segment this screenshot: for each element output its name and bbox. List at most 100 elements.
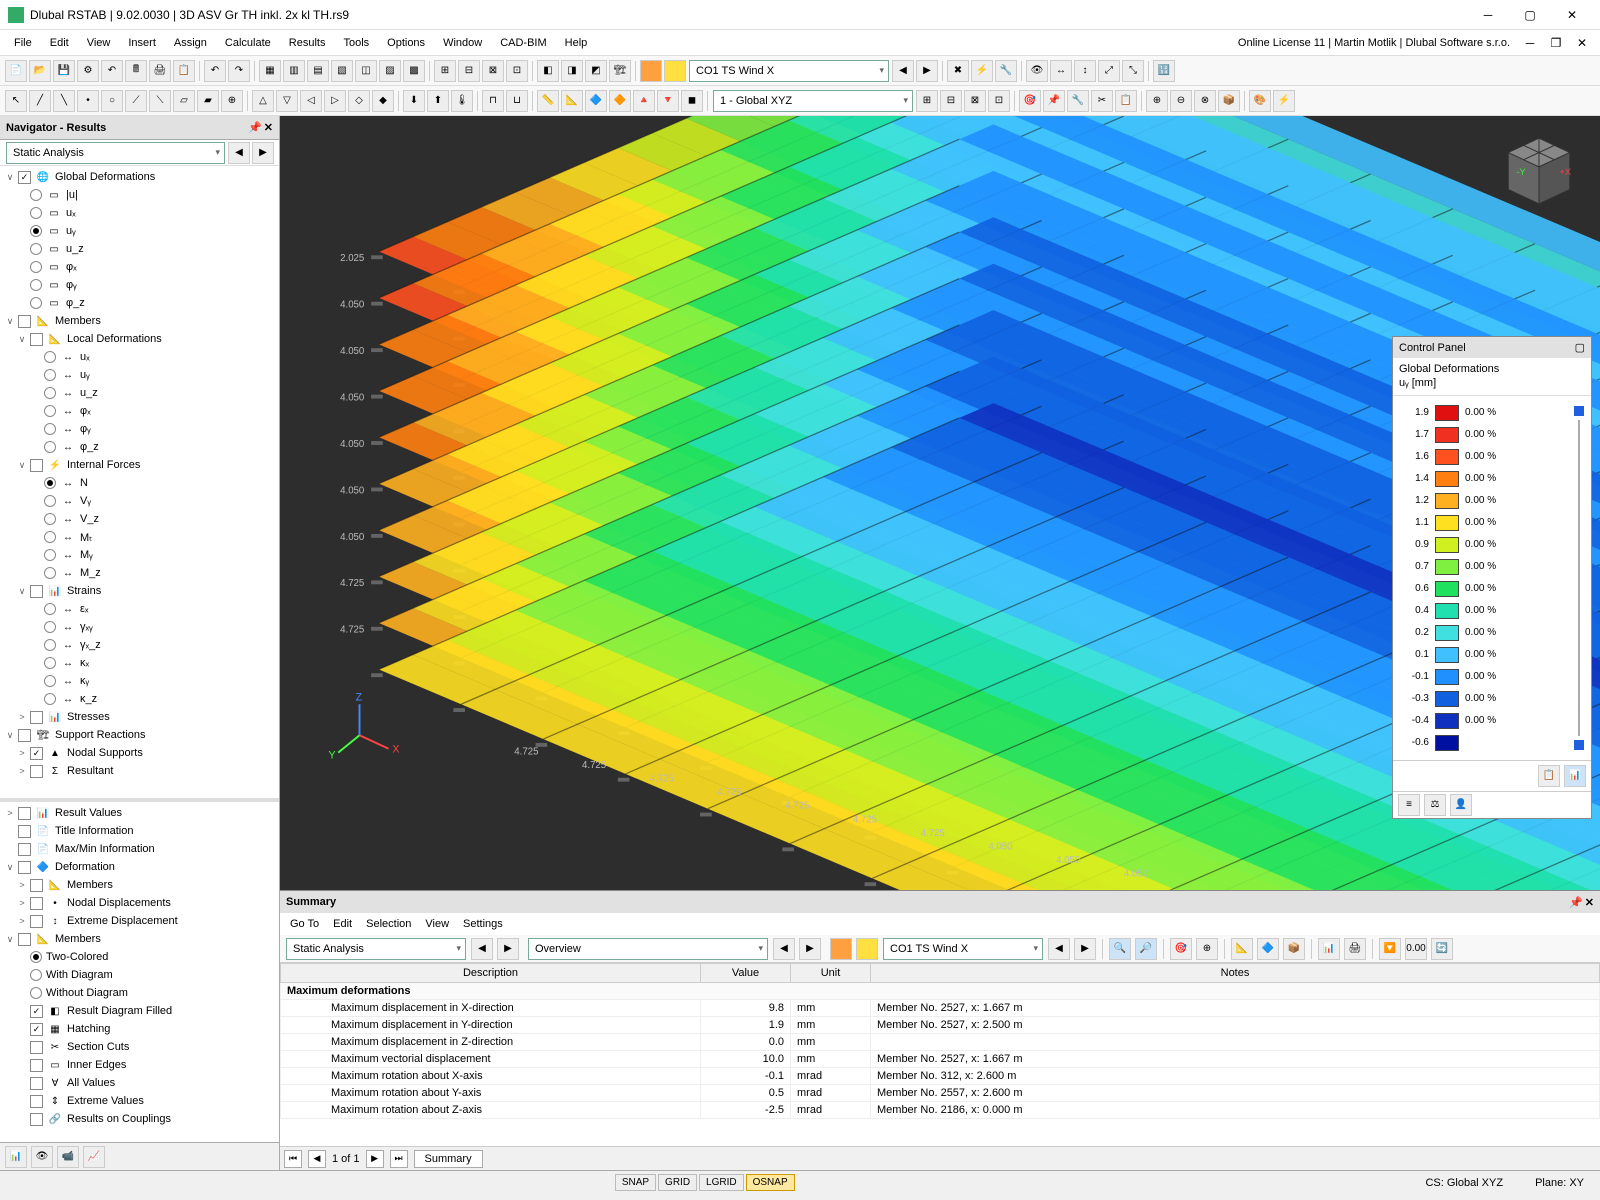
sum-t4-icon[interactable]: ⊕ xyxy=(1196,938,1218,960)
g2-icon[interactable]: ⊔ xyxy=(506,90,528,112)
sum-next2-icon[interactable]: ▶ xyxy=(799,938,821,960)
slider-top-handle[interactable] xyxy=(1574,406,1584,416)
e3-icon[interactable]: ◁ xyxy=(300,90,322,112)
view2-icon[interactable]: ▥ xyxy=(283,60,305,82)
action1-icon[interactable]: ✖ xyxy=(947,60,969,82)
tree-item[interactable]: >📐Members xyxy=(0,876,279,894)
new-icon[interactable]: 📄 xyxy=(5,60,27,82)
cp-btn2-icon[interactable]: 📊 xyxy=(1564,765,1586,787)
open-icon[interactable]: 📂 xyxy=(29,60,51,82)
sum-t8-icon[interactable]: 📊 xyxy=(1318,938,1340,960)
sum-t12-icon[interactable]: 🔄 xyxy=(1431,938,1453,960)
tree-item[interactable]: Two-Colored xyxy=(0,948,279,966)
tree-item[interactable]: ▭φₓ xyxy=(0,258,279,276)
sum-menu-edit[interactable]: Edit xyxy=(327,916,358,932)
menu-assign[interactable]: Assign xyxy=(166,34,215,52)
tree-item[interactable]: ∨🔷Deformation xyxy=(0,858,279,876)
cp-btn1-icon[interactable]: 📋 xyxy=(1538,765,1560,787)
cp-tab2-icon[interactable]: ⚖ xyxy=(1424,794,1446,816)
line2-icon[interactable]: ╲ xyxy=(53,90,75,112)
mode1-icon[interactable]: ◧ xyxy=(537,60,559,82)
tree-item[interactable]: ∨📐Local Deformations xyxy=(0,330,279,348)
menu-cad-bim[interactable]: CAD-BIM xyxy=(492,34,554,52)
view7-icon[interactable]: ▩ xyxy=(403,60,425,82)
summary-close-icon[interactable]: ✕ xyxy=(1585,896,1594,909)
line1-icon[interactable]: ╱ xyxy=(29,90,51,112)
pager-next-icon[interactable]: ▶ xyxy=(366,1150,384,1168)
view1-icon[interactable]: ▦ xyxy=(259,60,281,82)
view4-icon[interactable]: ▧ xyxy=(331,60,353,82)
node1-icon[interactable]: • xyxy=(77,90,99,112)
nav-tab3-icon[interactable]: 📹 xyxy=(57,1146,79,1168)
view6-icon[interactable]: ▨ xyxy=(379,60,401,82)
surf1-icon[interactable]: ▱ xyxy=(173,90,195,112)
grid3-icon[interactable]: ⊠ xyxy=(482,60,504,82)
tree-item[interactable]: >📊Stresses xyxy=(0,708,279,726)
doc-restore-button[interactable]: ❐ xyxy=(1544,33,1568,53)
j2-icon[interactable]: 📌 xyxy=(1043,90,1065,112)
h6-icon[interactable]: 🔻 xyxy=(657,90,679,112)
f3-icon[interactable]: 🌡 xyxy=(451,90,473,112)
tree-item[interactable]: >↕Extreme Displacement xyxy=(0,912,279,930)
sum-menu-go-to[interactable]: Go To xyxy=(284,916,325,932)
settings-icon[interactable]: ⚙ xyxy=(77,60,99,82)
e4-icon[interactable]: ▷ xyxy=(324,90,346,112)
f1-icon[interactable]: ⬇ xyxy=(403,90,425,112)
tree-item[interactable]: ↔γₓᵧ xyxy=(0,618,279,636)
j5-icon[interactable]: 📋 xyxy=(1115,90,1137,112)
h7-icon[interactable]: ◼ xyxy=(681,90,703,112)
member1-icon[interactable]: ⟋ xyxy=(125,90,147,112)
h3-icon[interactable]: 🔷 xyxy=(585,90,607,112)
menu-help[interactable]: Help xyxy=(557,34,596,52)
menu-edit[interactable]: Edit xyxy=(42,34,77,52)
snap-icon[interactable]: ⊕ xyxy=(221,90,243,112)
tree-item[interactable]: ↔φᵧ xyxy=(0,420,279,438)
mode2-icon[interactable]: ◨ xyxy=(561,60,583,82)
sum-t11-icon[interactable]: 0.00 xyxy=(1405,938,1427,960)
tree-item[interactable]: ↔Mᵧ xyxy=(0,546,279,564)
g1-icon[interactable]: ⊓ xyxy=(482,90,504,112)
sum-t9-icon[interactable]: 🖨 xyxy=(1344,938,1366,960)
table-row[interactable]: Maximum rotation about X-axis-0.1mradMem… xyxy=(281,1068,1600,1085)
pager-first-icon[interactable]: ⏮ xyxy=(284,1150,302,1168)
tree-item[interactable]: ↔κᵧ xyxy=(0,672,279,690)
doc-minimize-button[interactable]: ─ xyxy=(1518,33,1542,53)
grid4-icon[interactable]: ⊡ xyxy=(506,60,528,82)
pager-last-icon[interactable]: ⏭ xyxy=(390,1150,408,1168)
tree-item[interactable]: ▦Hatching xyxy=(0,1020,279,1038)
tree-item[interactable]: ↔Mₜ xyxy=(0,528,279,546)
tree-item[interactable]: ↔κₓ xyxy=(0,654,279,672)
j1-icon[interactable]: 🎯 xyxy=(1019,90,1041,112)
tree-item[interactable]: ∨📊Strains xyxy=(0,582,279,600)
tree-item[interactable]: ↔u_z xyxy=(0,384,279,402)
maximize-button[interactable]: ▢ xyxy=(1510,1,1550,29)
grid2-icon[interactable]: ⊟ xyxy=(458,60,480,82)
minimize-button[interactable]: ─ xyxy=(1468,1,1508,29)
cp-tab1-icon[interactable]: ≡ xyxy=(1398,794,1420,816)
menu-file[interactable]: File xyxy=(6,34,40,52)
summary-analysis-combo[interactable]: Static Analysis xyxy=(286,938,466,960)
status-snap-button[interactable]: SNAP xyxy=(615,1174,656,1191)
table-row[interactable]: Maximum rotation about Z-axis-2.5mradMem… xyxy=(281,1102,1600,1119)
sum-prev2-icon[interactable]: ◀ xyxy=(773,938,795,960)
color2-icon[interactable] xyxy=(664,60,686,82)
3d-viewport[interactable]: 2.0254.0504.0504.0504.0504.0504.0504.725… xyxy=(280,116,1600,890)
table-row[interactable]: Maximum vectorial displacement10.0mmMemb… xyxy=(281,1051,1600,1068)
k3-icon[interactable]: ⊗ xyxy=(1194,90,1216,112)
view5-icon[interactable]: ◫ xyxy=(355,60,377,82)
sum-t6-icon[interactable]: 🔷 xyxy=(1257,938,1279,960)
e5-icon[interactable]: ◇ xyxy=(348,90,370,112)
i4-icon[interactable]: ⊡ xyxy=(988,90,1010,112)
table-row[interactable]: Maximum displacement in Y-direction1.9mm… xyxy=(281,1017,1600,1034)
cursor-icon[interactable]: ↖ xyxy=(5,90,27,112)
tree-item[interactable]: >📊Result Values xyxy=(0,804,279,822)
tree-item[interactable]: >•Nodal Displacements xyxy=(0,894,279,912)
load-case-combo[interactable]: CO1 TS Wind X xyxy=(689,60,889,82)
menu-view[interactable]: View xyxy=(79,34,119,52)
member2-icon[interactable]: ⟍ xyxy=(149,90,171,112)
tree-item[interactable]: ↔γₓ_z xyxy=(0,636,279,654)
sum-t2-icon[interactable]: 🔎 xyxy=(1135,938,1157,960)
menu-tools[interactable]: Tools xyxy=(335,34,377,52)
tree-item[interactable]: ↔M_z xyxy=(0,564,279,582)
eye-icon[interactable]: 👁 xyxy=(1026,60,1048,82)
